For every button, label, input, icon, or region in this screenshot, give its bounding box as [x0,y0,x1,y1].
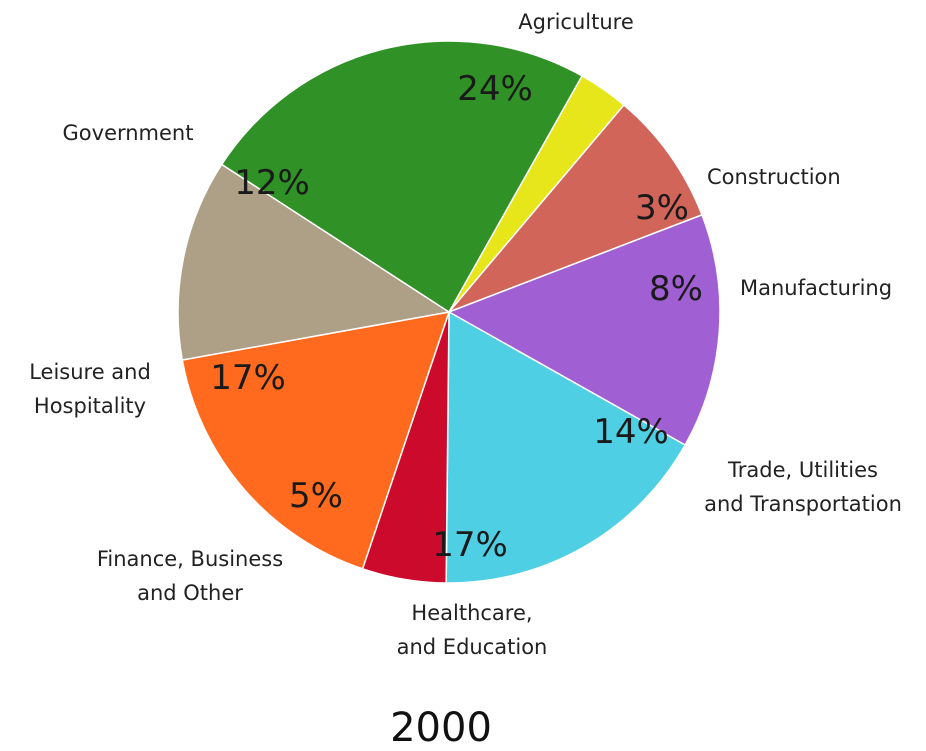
category-labels: Construction Manufacturing Trade, Utilitie… [29,10,902,659]
percent-label-government: 12% [234,163,310,203]
percent-label-trade-utilities-and-transportation: 14% [593,412,669,452]
category-label-line: Agriculture [518,10,634,34]
category-label-line: Construction [707,165,841,189]
category-label-line: Finance, Business [97,547,283,571]
percent-label-finance-business-and-other: 5% [289,476,343,516]
pie-slice-trade-utilities-and-transportation [447,213,721,447]
percent-label-agriculture: 24% [457,69,533,109]
pie-slice-manufacturing [448,103,703,313]
category-label-line: Healthcare, [411,601,532,625]
category-label-line: Trade, Utilities [727,458,878,482]
category-label-healthcare-and-education: Healthcare, and Education [397,601,548,659]
category-label-agriculture: Agriculture [518,10,634,34]
category-label-line: and Education [397,635,548,659]
category-label-line: Leisure and [29,360,151,384]
percent-label-healthcare-and-education: 17% [432,525,508,565]
category-label-trade-utilities-and-transportation: Trade, Utilities and Transportation [704,458,902,516]
percent-labels: 3% 8% 14% 17% 5% 17% 12% 24% [210,69,703,565]
category-label-manufacturing: Manufacturing [740,276,892,300]
percent-label-manufacturing: 8% [649,269,703,309]
category-label-line: Manufacturing [740,276,892,300]
percent-label-leisure-and-hospitality: 17% [210,358,286,398]
category-label-line: and Other [137,581,243,605]
percent-label-construction: 3% [635,188,689,228]
pie-slice-healthcare-and-education [445,310,687,584]
category-label-line: Government [63,121,194,145]
category-label-leisure-and-hospitality: Leisure and Hospitality [29,360,151,418]
chart-title: 2000 [390,705,492,751]
category-label-line: Hospitality [34,394,146,418]
category-label-line: and Transportation [704,492,902,516]
pie-slice-leisure-and-hospitality [181,311,451,570]
category-label-government: Government [63,121,194,145]
pie-slices [177,40,721,584]
category-label-finance-business-and-other: Finance, Business and Other [97,547,283,605]
category-label-construction: Construction [707,165,841,189]
pie-slice-government [177,163,451,361]
pie-slice-agriculture [220,40,584,314]
